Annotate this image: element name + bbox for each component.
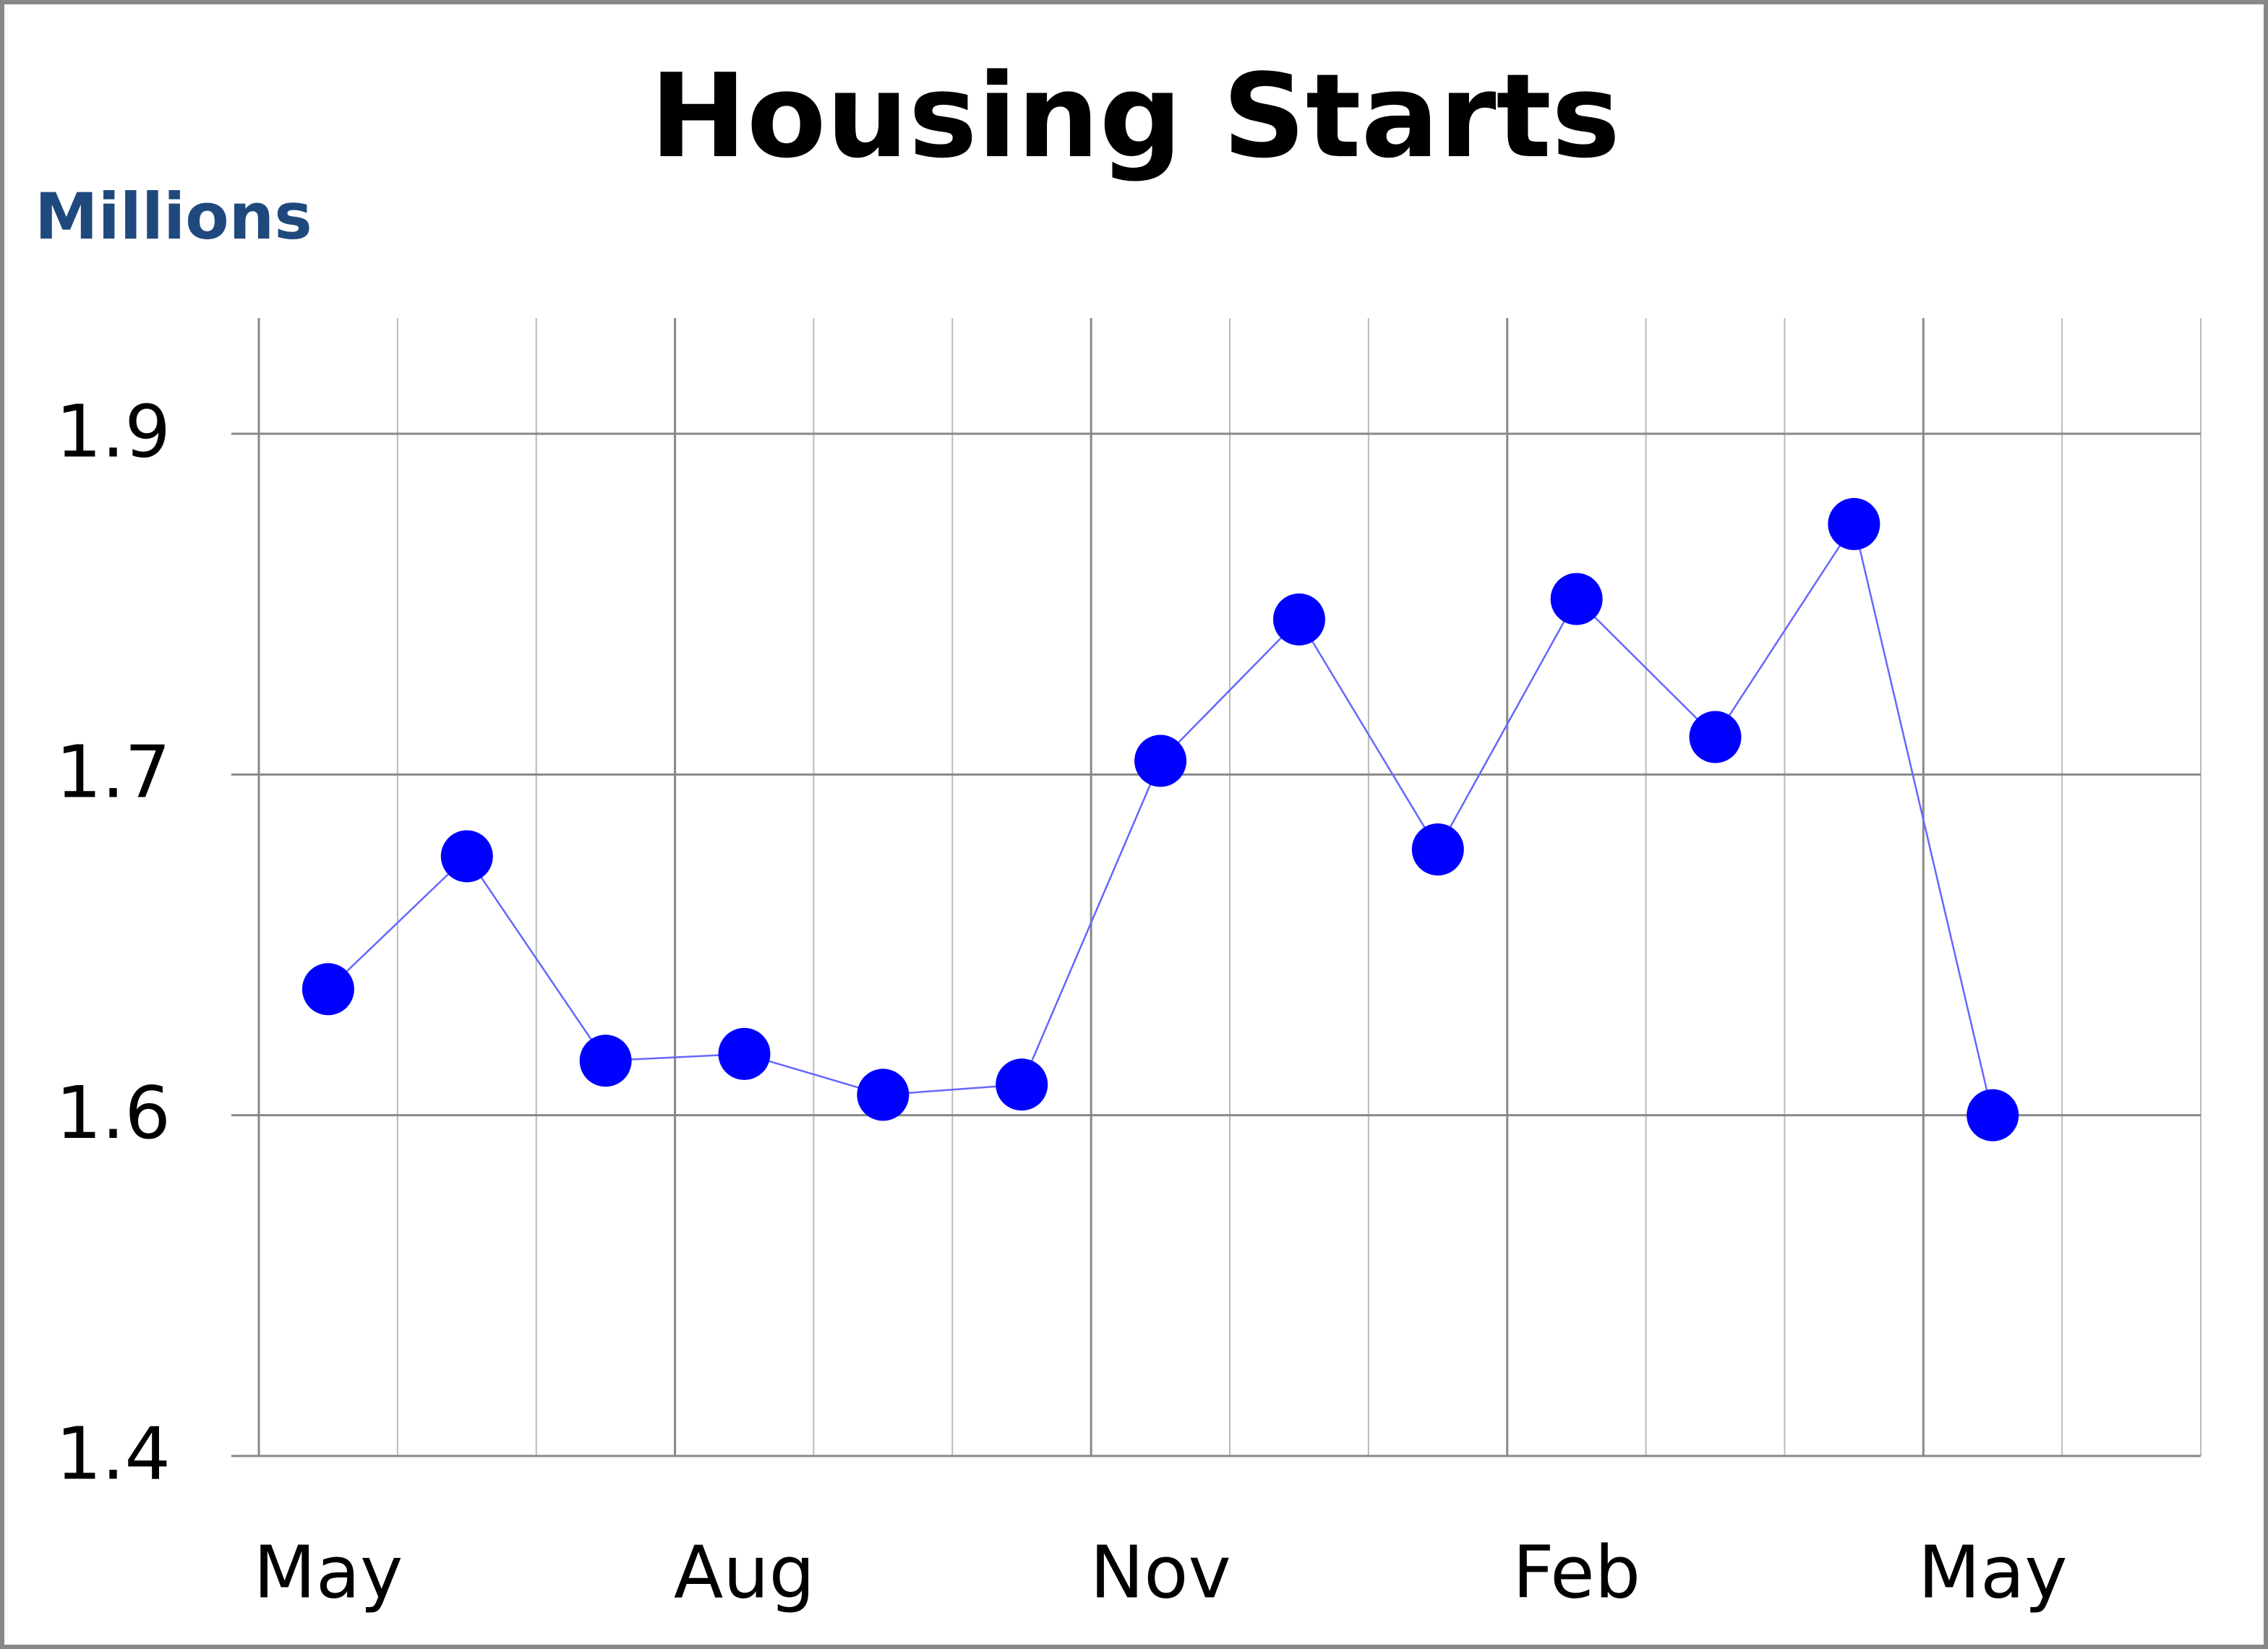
point	[1967, 1089, 2019, 1142]
y-axis-label: Millions	[35, 179, 312, 254]
point	[301, 963, 354, 1016]
point	[1272, 593, 1325, 646]
y-tick-label: 1.9	[56, 389, 171, 474]
point	[1689, 711, 1742, 763]
point	[440, 830, 493, 883]
point	[857, 1068, 910, 1121]
x-tick-label: Feb	[1512, 1530, 1640, 1614]
y-tick-label: 1.6	[56, 1071, 171, 1155]
x-tick-label: May	[254, 1530, 403, 1614]
x-tick-label: May	[1918, 1530, 2068, 1614]
point	[996, 1058, 1048, 1111]
point	[718, 1027, 771, 1080]
y-tick-label: 1.4	[56, 1411, 171, 1496]
chart-title: Housing Starts	[650, 48, 1620, 184]
point	[1411, 823, 1464, 876]
point	[1828, 497, 1880, 550]
y-tick-label: 1.7	[56, 730, 171, 815]
point	[579, 1035, 632, 1087]
x-tick-label: Aug	[674, 1530, 815, 1614]
x-tick-label: Nov	[1090, 1530, 1231, 1614]
point	[1134, 734, 1187, 787]
point	[1550, 573, 1603, 625]
